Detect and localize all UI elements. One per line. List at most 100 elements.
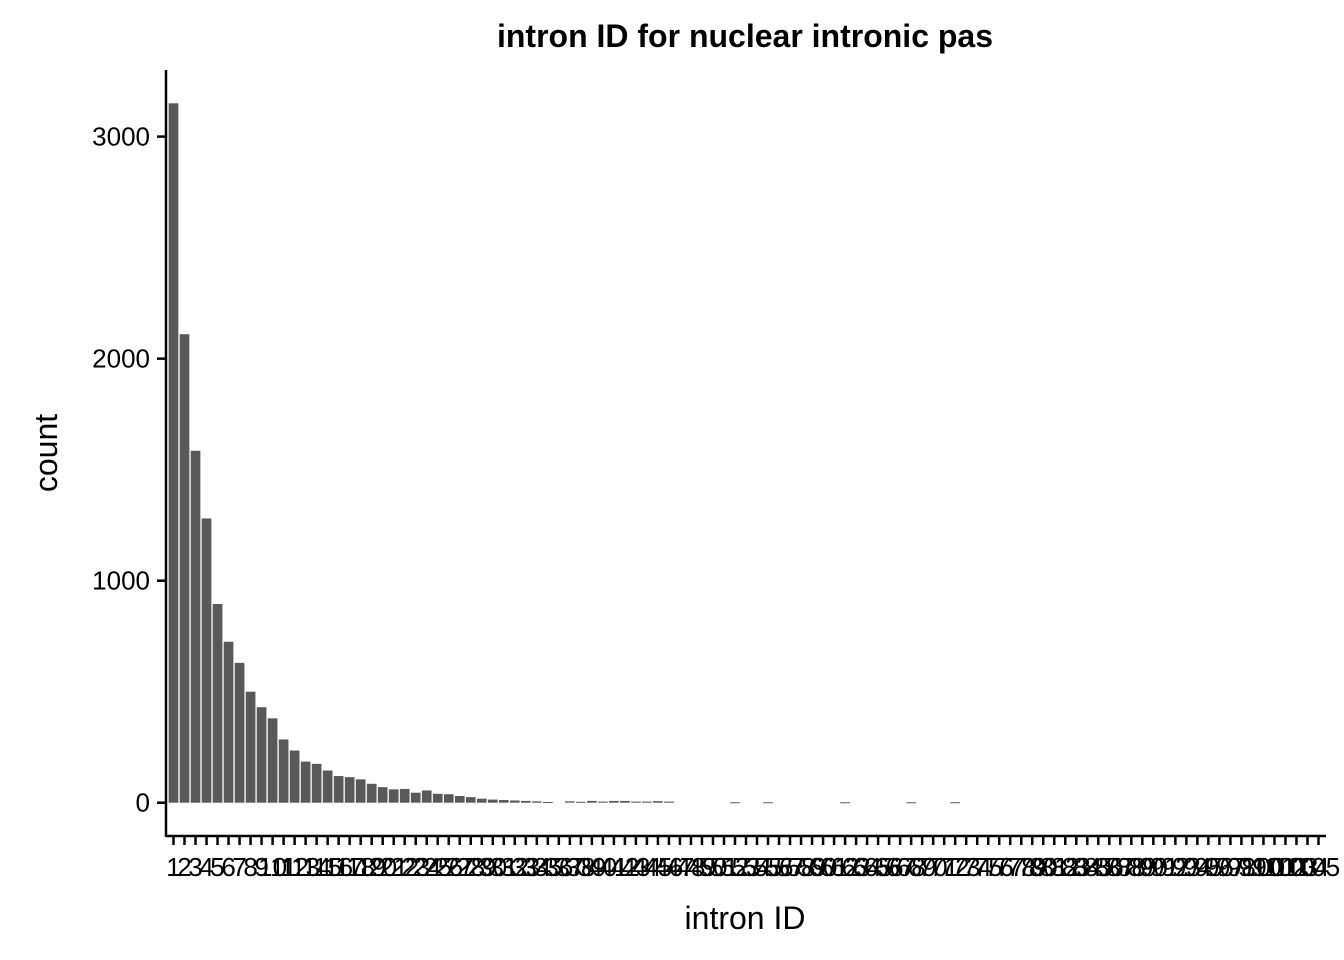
bar-46 — [664, 801, 674, 803]
x-tick-label-15: 15 — [313, 852, 342, 882]
x-axis-ticks: 1234567891011121314151617181920212223242… — [166, 836, 1340, 882]
x-tick-label-56: 56 — [765, 852, 794, 882]
x-tick-label-102: 102 — [1264, 852, 1307, 882]
x-tick-label-39: 39 — [577, 852, 606, 882]
x-tick-label-44: 44 — [632, 852, 661, 882]
bar-55 — [763, 802, 773, 804]
x-tick-label-31: 31 — [489, 852, 518, 882]
x-tick-label-55: 55 — [754, 852, 783, 882]
x-tick-label-46: 46 — [654, 852, 683, 882]
x-tick-label-33: 33 — [511, 852, 540, 882]
x-tick-label-21: 21 — [379, 852, 408, 882]
bar-19 — [366, 783, 377, 803]
x-tick-label-24: 24 — [412, 852, 441, 882]
x-tick-label-2: 2 — [177, 852, 191, 882]
x-tick-label-70: 70 — [919, 852, 948, 882]
chart-title: intron ID for nuclear intronic pas — [497, 18, 993, 54]
bar-52 — [730, 802, 740, 804]
x-tick-label-89: 89 — [1128, 852, 1157, 882]
x-tick-label-30: 30 — [478, 852, 507, 882]
bar-12 — [289, 750, 300, 803]
x-tick-label-86: 86 — [1095, 852, 1124, 882]
bar-15 — [322, 770, 333, 803]
x-tick-label-60: 60 — [809, 852, 838, 882]
x-tick-label-65: 65 — [864, 852, 893, 882]
x-tick-label-84: 84 — [1073, 852, 1102, 882]
x-tick-label-69: 69 — [908, 852, 937, 882]
x-tick-label-38: 38 — [566, 852, 595, 882]
x-tick-label-67: 67 — [886, 852, 915, 882]
bar-68 — [906, 802, 916, 804]
bar-41 — [609, 800, 619, 803]
x-tick-label-37: 37 — [555, 852, 584, 882]
bar-39 — [587, 800, 597, 803]
x-tick-label-54: 54 — [743, 852, 772, 882]
bar-43 — [631, 801, 641, 803]
bar-22 — [399, 788, 410, 803]
y-tick-label-2000: 2000 — [92, 344, 150, 374]
y-tick-label-1000: 1000 — [92, 566, 150, 596]
bar-25 — [432, 793, 443, 803]
x-tick-label-83: 83 — [1062, 852, 1091, 882]
bar-3 — [190, 450, 201, 803]
x-tick-label-81: 81 — [1040, 852, 1069, 882]
x-tick-label-36: 36 — [544, 852, 573, 882]
x-tick-label-68: 68 — [897, 852, 926, 882]
bar-5 — [212, 603, 223, 803]
x-tick-label-13: 13 — [291, 852, 320, 882]
bar-2 — [179, 334, 190, 803]
x-tick-label-95: 95 — [1194, 852, 1223, 882]
x-tick-label-7: 7 — [232, 852, 246, 882]
bar-33 — [520, 800, 531, 803]
bar-11 — [278, 739, 289, 803]
bar-9 — [256, 707, 267, 803]
x-tick-label-80: 80 — [1029, 852, 1058, 882]
bar-7 — [234, 662, 245, 803]
x-tick-label-72: 72 — [941, 852, 970, 882]
x-tick-label-9: 9 — [254, 852, 268, 882]
x-tick-label-3: 3 — [188, 852, 202, 882]
x-tick-label-105: 105 — [1297, 852, 1340, 882]
x-tick-label-76: 76 — [985, 852, 1014, 882]
x-tick-label-79: 79 — [1018, 852, 1047, 882]
bar-17 — [344, 777, 355, 803]
x-tick-label-28: 28 — [456, 852, 485, 882]
y-tick-label-0: 0 — [136, 788, 150, 818]
bar-40 — [598, 801, 608, 803]
x-tick-label-61: 61 — [820, 852, 849, 882]
x-tick-label-97: 97 — [1216, 852, 1245, 882]
x-tick-label-100: 100 — [1242, 852, 1285, 882]
x-tick-label-35: 35 — [533, 852, 562, 882]
bar-34 — [531, 801, 542, 803]
bar-24 — [421, 790, 432, 803]
y-tick-label-3000: 3000 — [92, 122, 150, 152]
x-tick-label-66: 66 — [875, 852, 904, 882]
x-tick-label-48: 48 — [676, 852, 705, 882]
bar-32 — [509, 800, 520, 803]
bar-44 — [642, 801, 652, 803]
x-tick-label-85: 85 — [1084, 852, 1113, 882]
bar-35 — [542, 802, 553, 804]
bar-18 — [355, 779, 366, 803]
x-tick-label-27: 27 — [445, 852, 474, 882]
x-tick-label-104: 104 — [1286, 852, 1329, 882]
x-tick-label-75: 75 — [974, 852, 1003, 882]
x-tick-label-25: 25 — [423, 852, 452, 882]
x-tick-label-40: 40 — [588, 852, 617, 882]
bar-62 — [840, 802, 850, 804]
bar-30 — [487, 799, 498, 803]
x-tick-label-93: 93 — [1172, 852, 1201, 882]
x-tick-label-62: 62 — [831, 852, 860, 882]
x-tick-label-20: 20 — [368, 852, 397, 882]
x-tick-label-71: 71 — [930, 852, 959, 882]
x-tick-label-26: 26 — [434, 852, 463, 882]
bar-6 — [223, 641, 234, 803]
x-tick-label-50: 50 — [699, 852, 728, 882]
x-tick-label-18: 18 — [346, 852, 375, 882]
x-tick-label-51: 51 — [710, 852, 739, 882]
x-tick-label-103: 103 — [1275, 852, 1318, 882]
x-tick-label-5: 5 — [210, 852, 224, 882]
x-tick-label-43: 43 — [621, 852, 650, 882]
x-tick-label-29: 29 — [467, 852, 496, 882]
bar-29 — [476, 798, 487, 803]
